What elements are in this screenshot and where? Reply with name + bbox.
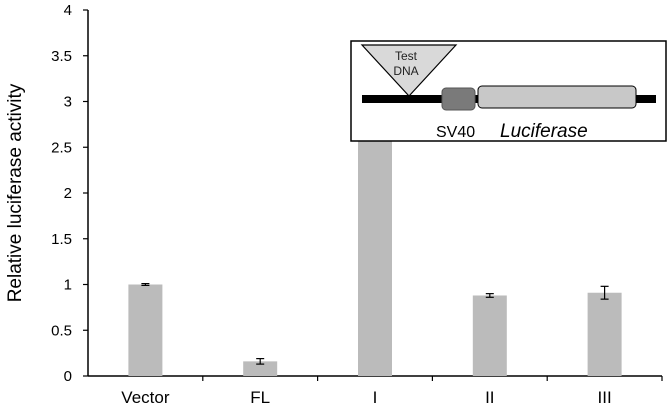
x-tick-label: II <box>485 388 494 407</box>
test-dna-insert-triangle <box>360 44 458 97</box>
bar-3 <box>472 295 507 376</box>
x-tick-label: FL <box>250 388 270 407</box>
y-ticks: 0 0.5 1 1.5 2 2.5 3 3.5 4 <box>51 2 88 385</box>
y-tick-label: 0.5 <box>51 322 72 339</box>
error-bar-0 <box>141 282 150 287</box>
bar-4 <box>587 292 622 376</box>
y-tick-label: 4 <box>64 2 72 19</box>
bar-0 <box>128 284 163 376</box>
luciferase-gene-box <box>477 85 637 109</box>
error-bar-1 <box>256 358 265 365</box>
bar-1 <box>243 361 278 376</box>
y-tick-label: 2 <box>64 185 72 202</box>
y-tick-label: 1.5 <box>51 231 72 248</box>
test-dna-label-line1: Test <box>395 49 418 63</box>
error-bar-4 <box>600 285 609 300</box>
error-bar-3 <box>485 293 494 298</box>
y-tick-label: 3.5 <box>51 48 72 65</box>
y-tick-label: 1 <box>64 277 72 294</box>
y-tick-label: 3 <box>64 94 72 111</box>
y-axis-label: Relative luciferase activity <box>5 83 26 302</box>
sv40-promoter-box <box>441 87 476 111</box>
sv40-label: SV40 <box>436 124 475 141</box>
x-tick-labels: Vector FL I II III <box>121 376 663 407</box>
x-tick-label: Vector <box>121 388 170 407</box>
y-tick-label: 0 <box>64 368 72 385</box>
x-tick-label: I <box>373 388 378 407</box>
x-tick-label: III <box>598 388 612 407</box>
test-dna-label-line2: DNA <box>393 64 418 78</box>
y-tick-label: 2.5 <box>51 139 72 156</box>
luciferase-label: Luciferase <box>500 121 588 142</box>
construct-inset: Test DNA SV40 Luciferase <box>350 40 667 142</box>
